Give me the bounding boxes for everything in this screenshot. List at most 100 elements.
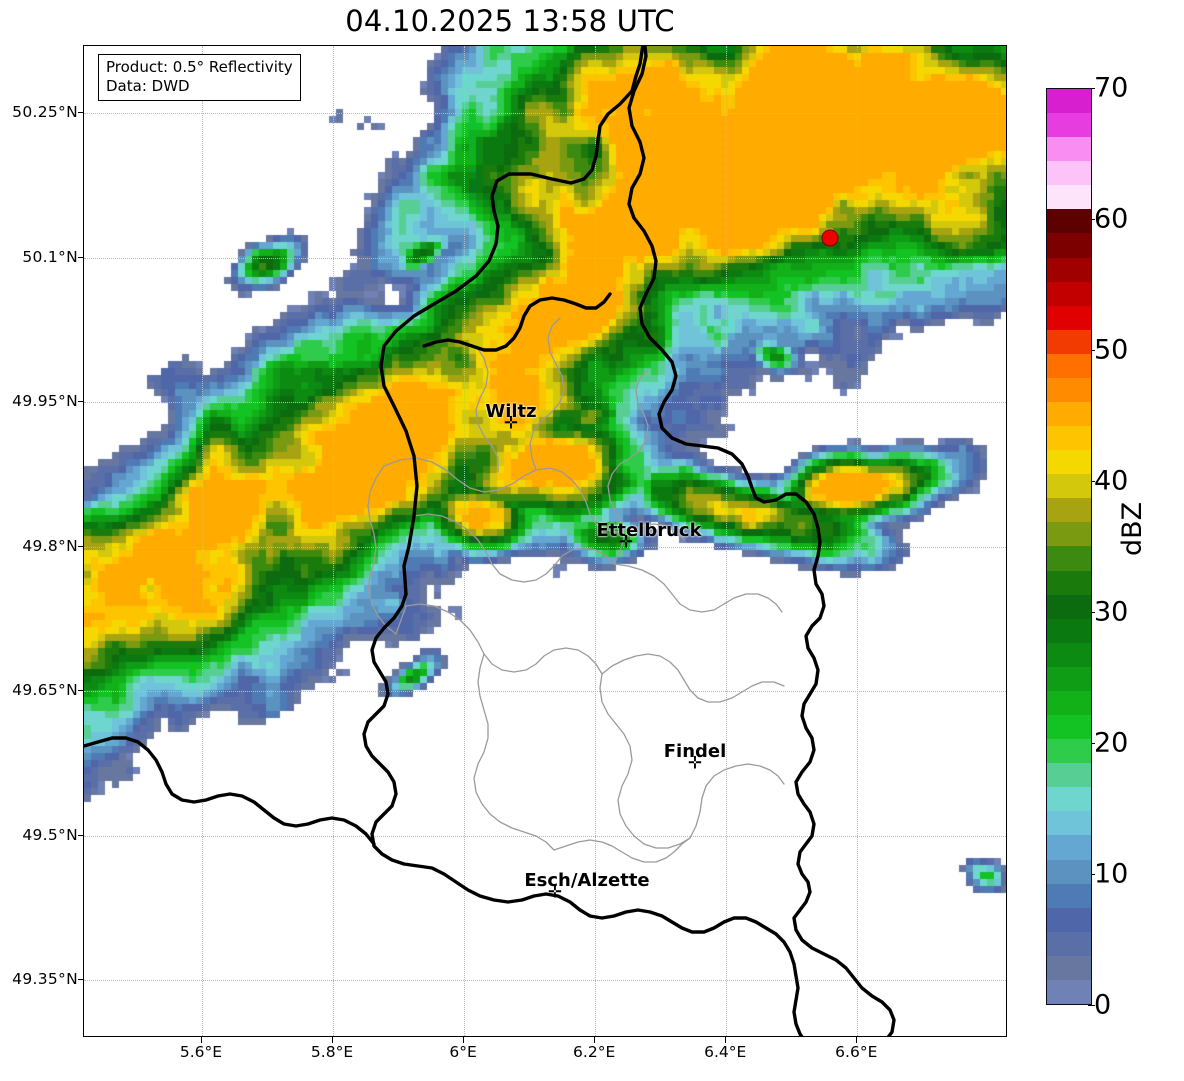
colorbar-segment [1047, 715, 1091, 740]
colorbar-segment [1047, 931, 1091, 956]
city-label-findel: Findel [663, 741, 727, 762]
colorbar-segment [1047, 739, 1091, 764]
internal-boundary [383, 457, 685, 541]
longitude-tick-label: 6.2°E [573, 1043, 616, 1061]
colorbar-segment [1047, 498, 1091, 523]
colorbar-segment [1047, 835, 1091, 860]
longitude-tick-label: 5.8°E [310, 1043, 354, 1061]
colorbar-segment [1047, 426, 1091, 451]
longitude-tick-mark [463, 1037, 465, 1043]
internal-boundary [473, 653, 555, 851]
national-border [379, 46, 645, 596]
colorbar-segment [1047, 257, 1091, 282]
colorbar-segment [1047, 89, 1091, 114]
latitude-tick-mark [78, 545, 84, 547]
longitude-tick-label: 6.6°E [835, 1043, 878, 1061]
latitude-tick-mark [78, 112, 84, 114]
colorbar-tick-label: 10 [1094, 858, 1129, 890]
colorbar-segment [1047, 979, 1091, 1004]
internal-boundary [553, 837, 691, 863]
page-title: 04.10.2025 13:58 UTC [345, 4, 675, 38]
internal-boundary [405, 603, 603, 675]
colorbar-segment [1047, 185, 1091, 210]
longitude-tick-mark [332, 1037, 334, 1043]
national-border [422, 292, 612, 352]
colorbar-segment [1047, 113, 1091, 138]
gridline-horizontal [84, 980, 1006, 982]
latitude-tick-mark [78, 979, 84, 981]
latitude-tick-mark [78, 256, 84, 258]
internal-boundary [413, 513, 615, 583]
gridline-horizontal [84, 546, 1006, 548]
reflectivity-colorbar[interactable] [1046, 88, 1092, 1005]
latitude-tick-label: 49.35°N [12, 970, 78, 989]
colorbar-segment [1047, 402, 1091, 427]
colorbar-segment [1047, 305, 1091, 330]
gridline-horizontal [84, 257, 1006, 259]
internal-boundary [599, 673, 691, 849]
city-label-esch-alzette: Esch/Alzette [524, 870, 650, 891]
colorbar-tick-label: 70 [1094, 72, 1129, 104]
colorbar-segment [1047, 642, 1091, 667]
city-label-wiltz: Wiltz [485, 401, 537, 422]
longitude-tick-mark [725, 1037, 727, 1043]
latitude-tick-label: 49.65°N [12, 681, 78, 700]
city-marker-wiltz: ✛ [503, 413, 519, 434]
colorbar-segment [1047, 137, 1091, 162]
colorbar-segment [1047, 618, 1091, 643]
latitude-tick-mark [78, 834, 84, 836]
national-border [627, 46, 896, 1036]
colorbar-segment [1047, 233, 1091, 258]
colorbar-axis-label: dBZ [1117, 501, 1148, 556]
reflectivity-raster [84, 46, 1006, 1036]
city-marker-findel: ✛ [687, 753, 703, 774]
gridline-vertical [726, 46, 728, 1036]
colorbar-segment [1047, 594, 1091, 619]
colorbar-tick-label: 30 [1094, 596, 1129, 628]
internal-boundary [601, 653, 785, 703]
colorbar-tick-label: 20 [1094, 727, 1129, 759]
colorbar-tick-label: 50 [1094, 334, 1129, 366]
colorbar-segment [1047, 522, 1091, 547]
colorbar-segment [1047, 450, 1091, 475]
colorbar-tick-label: 0 [1094, 989, 1112, 1021]
internal-boundary [475, 345, 499, 473]
colorbar-segment [1047, 859, 1091, 884]
latitude-tick-label: 49.95°N [12, 392, 78, 411]
longitude-tick-label: 5.6°E [179, 1043, 223, 1061]
latitude-tick-label: 50.1°N [22, 247, 78, 266]
radar-map-canvas: Wiltz ✛ Ettelbruck ✛ Findel ✛ Esch/Alzette ✛ Pr… [84, 46, 1006, 1036]
colorbar-segment [1047, 281, 1091, 306]
map-borders [84, 46, 896, 1036]
colorbar-segment [1047, 763, 1091, 788]
latitude-tick-mark [78, 401, 84, 403]
gridline-horizontal [84, 113, 1006, 115]
colorbar-segment [1047, 474, 1091, 499]
internal-boundary [529, 317, 565, 471]
colorbar-segment [1047, 787, 1091, 812]
gridline-vertical [595, 46, 597, 1036]
gridline-horizontal [84, 691, 1006, 693]
colorbar-tick-label: 40 [1094, 465, 1129, 497]
colorbar-segment [1047, 570, 1091, 595]
colorbar-segment [1047, 353, 1091, 378]
colorbar-segment [1047, 666, 1091, 691]
colorbar-segment [1047, 377, 1091, 403]
latitude-tick-mark [78, 690, 84, 692]
longitude-tick-label: 6°E [449, 1043, 477, 1061]
gridline-vertical [464, 46, 466, 1036]
internal-boundary [613, 563, 783, 613]
latitude-tick-label: 49.8°N [22, 536, 78, 555]
city-marker-esch-alzette: ✛ [547, 882, 563, 903]
gridline-horizontal [84, 835, 1006, 837]
gridline-vertical [333, 46, 334, 1036]
latitude-tick-label: 50.25°N [12, 103, 78, 122]
colorbar-segment [1047, 161, 1091, 186]
colorbar-segment [1047, 329, 1091, 354]
colorbar-tick-mark [1088, 1005, 1095, 1006]
radar-station-marker[interactable] [821, 229, 839, 247]
city-label-ettelbruck: Ettelbruck [596, 520, 702, 541]
radar-map-plot[interactable]: Wiltz ✛ Ettelbruck ✛ Findel ✛ Esch/Alzette ✛ Pr… [83, 45, 1007, 1037]
colorbar-segment [1047, 883, 1091, 908]
national-border [362, 592, 804, 1036]
